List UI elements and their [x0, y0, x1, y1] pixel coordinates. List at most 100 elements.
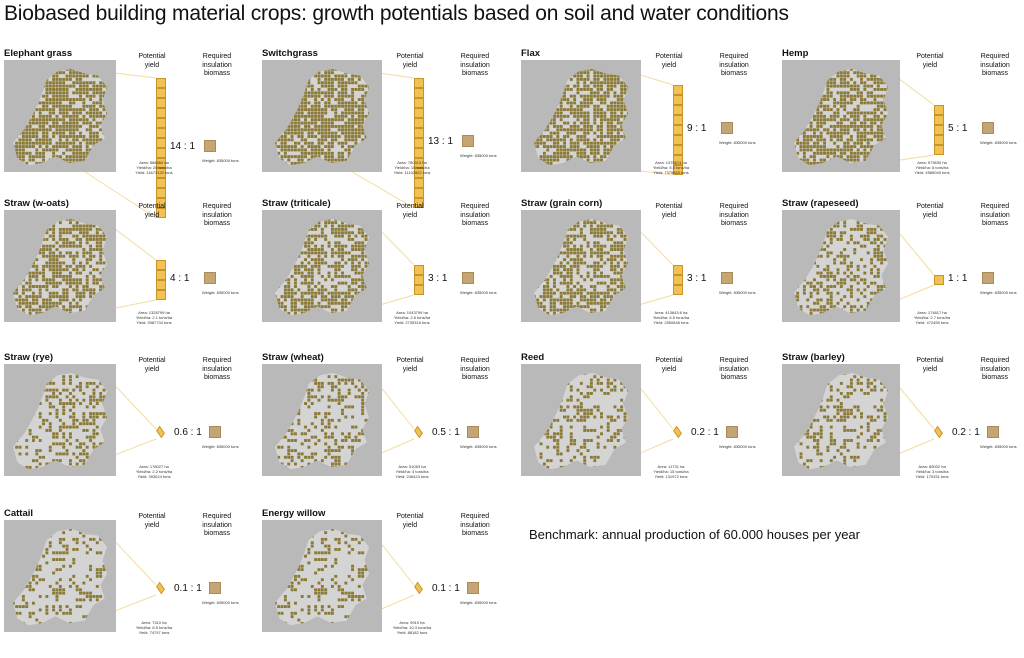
netherlands-map	[262, 210, 382, 322]
crop-name: Straw (triticale)	[262, 198, 331, 209]
potential-yield-label: Potential yield	[390, 513, 430, 530]
yield-cube	[673, 125, 683, 135]
yield-stack	[673, 265, 683, 295]
required-biomass-label: Required insulation biomass	[970, 53, 1020, 79]
netherlands-map	[262, 60, 382, 172]
required-biomass-label: Required insulation biomass	[450, 357, 500, 383]
benchmark-note: Benchmark: annual production of 60.000 h…	[529, 527, 860, 542]
crop-name: Straw (rye)	[4, 352, 53, 363]
yield-ratio: 9 : 1	[687, 123, 706, 134]
crop-stat-line: Yield: 7375865 tons	[641, 170, 701, 175]
yield-cube	[156, 88, 166, 98]
required-weight: Weight: 835000 tons	[460, 290, 497, 295]
yield-cube	[414, 118, 424, 128]
crop-map	[782, 210, 900, 322]
yield-stack	[156, 260, 166, 300]
crop-map	[4, 364, 116, 476]
crop-name: Elephant grass	[4, 48, 72, 59]
crop-stat-line: Yield: 4589040 tons	[902, 170, 962, 175]
crop-name: Cattail	[4, 508, 33, 519]
required-weight: Weight: 835000 tons	[460, 600, 497, 605]
potential-yield-label: Potential yield	[132, 203, 172, 220]
crop-name: Switchgrass	[262, 48, 318, 59]
yield-cube	[673, 135, 683, 145]
required-biomass-label: Required insulation biomass	[709, 53, 759, 79]
required-weight: Weight: 835000 tons	[719, 290, 756, 295]
required-biomass-cube	[467, 582, 479, 594]
yield-ratio: 5 : 1	[948, 123, 967, 134]
required-biomass-label: Required insulation biomass	[970, 203, 1020, 229]
crop-map	[4, 60, 116, 172]
yield-cube	[414, 78, 424, 88]
yield-cube	[414, 285, 424, 295]
yield-ratio: 0.1 : 1	[432, 583, 460, 594]
crop-stat-line: Yield: 131972 tons	[641, 474, 701, 479]
required-biomass-cube	[721, 272, 733, 284]
yield-stack	[156, 585, 166, 591]
netherlands-map	[4, 364, 116, 476]
yield-ratio: 14 : 1	[170, 141, 195, 152]
potential-yield-label: Potential yield	[390, 357, 430, 374]
yield-cube	[156, 260, 166, 270]
crop-map	[262, 210, 382, 322]
potential-yield-label: Potential yield	[649, 203, 689, 220]
required-biomass-label: Required insulation biomass	[970, 357, 1020, 383]
netherlands-map	[4, 210, 116, 322]
required-biomass-label: Required insulation biomass	[450, 203, 500, 229]
yield-cube	[934, 125, 944, 135]
potential-yield-label: Potential yield	[132, 513, 172, 530]
yield-cube	[156, 108, 166, 118]
potential-yield-label: Potential yield	[390, 53, 430, 70]
crop-stat-line: Yield: 88182 tons	[382, 630, 442, 635]
yield-cube	[414, 128, 424, 138]
required-biomass-cube	[204, 140, 216, 152]
required-weight: Weight: 835000 tons	[202, 158, 239, 163]
yield-cube	[414, 148, 424, 158]
page-title: Biobased building material crops: growth…	[4, 2, 789, 26]
yield-cube	[414, 265, 424, 275]
netherlands-map	[521, 364, 641, 476]
required-weight: Weight: 835000 tons	[202, 600, 239, 605]
required-biomass-label: Required insulation biomass	[192, 53, 242, 79]
crop-map	[262, 60, 382, 172]
yield-cube	[673, 285, 683, 295]
yield-stack	[414, 265, 424, 295]
potential-yield-label: Potential yield	[649, 357, 689, 374]
potential-yield-label: Potential yield	[910, 357, 950, 374]
netherlands-map	[782, 210, 900, 322]
yield-cube	[156, 290, 166, 300]
yield-ratio: 13 : 1	[428, 136, 453, 147]
required-biomass-cube	[982, 272, 994, 284]
crop-stat-line: Yield: 11673122 tons	[124, 170, 184, 175]
yield-stack	[934, 105, 944, 155]
yield-cube	[414, 138, 424, 148]
crop-stat-line: Yield: 3987734 tons	[124, 320, 184, 325]
yield-cube	[156, 270, 166, 280]
potential-yield-label: Potential yield	[910, 203, 950, 220]
yield-cube	[156, 138, 166, 148]
yield-ratio: 3 : 1	[687, 273, 706, 284]
potential-yield-label: Potential yield	[132, 357, 172, 374]
yield-stack	[934, 429, 944, 435]
yield-cube	[934, 135, 944, 145]
yield-cube	[414, 275, 424, 285]
required-weight: Weight: 835000 tons	[460, 444, 497, 449]
crop-stat-line: Yield: 393024 tons	[124, 474, 184, 479]
yield-cube	[156, 78, 166, 88]
required-weight: Weight: 835000 tons	[719, 444, 756, 449]
crop-stat-line: Yield: 170331 tons	[902, 474, 962, 479]
